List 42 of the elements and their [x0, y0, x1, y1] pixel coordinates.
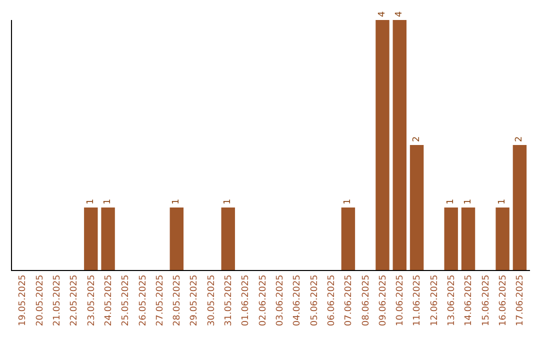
x-tick-label: 02.06.2025 [258, 274, 268, 326]
data-label: 1 [86, 198, 96, 204]
x-tick-label: 09.06.2025 [378, 274, 388, 326]
data-label: 1 [343, 198, 354, 204]
x-tick-label: 24.05.2025 [104, 274, 114, 326]
x-tick-label: 31.05.2025 [224, 274, 234, 326]
data-label: 2 [514, 136, 525, 142]
data-label: 4 [377, 11, 388, 17]
data-label: 1 [498, 198, 508, 204]
data-label: 1 [172, 198, 182, 204]
x-tick-label: 13.06.2025 [447, 274, 458, 326]
x-tick-label: 30.05.2025 [206, 274, 217, 326]
x-tick-label: 08.06.2025 [361, 274, 372, 326]
x-tick-label: 27.05.2025 [155, 274, 166, 326]
x-tick-label: 29.05.2025 [190, 274, 200, 326]
x-tick-label: 16.06.2025 [498, 274, 508, 326]
data-label: 4 [394, 11, 405, 17]
x-tick-label: 21.05.2025 [52, 274, 63, 326]
x-tick-label: 23.05.2025 [86, 274, 97, 326]
x-tick-label: 04.06.2025 [292, 274, 303, 326]
x-tick-label: 20.05.2025 [35, 274, 46, 326]
x-tick-label: 15.06.2025 [481, 274, 492, 326]
x-tick-label: 11.06.2025 [412, 274, 423, 326]
x-tick-label: 10.06.2025 [396, 274, 406, 326]
x-tick-label: 01.06.2025 [241, 274, 252, 326]
data-label: 1 [223, 198, 234, 204]
x-tick-label: 25.05.2025 [121, 274, 132, 326]
x-tick-label: 19.05.2025 [18, 274, 28, 326]
x-tick-label: 03.06.2025 [276, 274, 286, 326]
data-label: 1 [103, 198, 114, 204]
x-tick-label: 22.05.2025 [70, 274, 80, 326]
x-tick-label: 26.05.2025 [138, 274, 148, 326]
x-tick-label: 05.06.2025 [310, 274, 320, 326]
x-tick-label: 14.06.2025 [464, 274, 474, 326]
x-tick-label: 12.06.2025 [430, 274, 440, 326]
data-label: 2 [412, 136, 422, 142]
x-tick-label: 07.06.2025 [344, 274, 354, 326]
x-tick-label: 17.06.2025 [516, 274, 526, 326]
data-label: 1 [446, 198, 456, 204]
x-tick-label: 28.05.2025 [172, 274, 183, 326]
data-label: 1 [463, 198, 474, 204]
x-tick-label: 06.06.2025 [326, 274, 337, 326]
